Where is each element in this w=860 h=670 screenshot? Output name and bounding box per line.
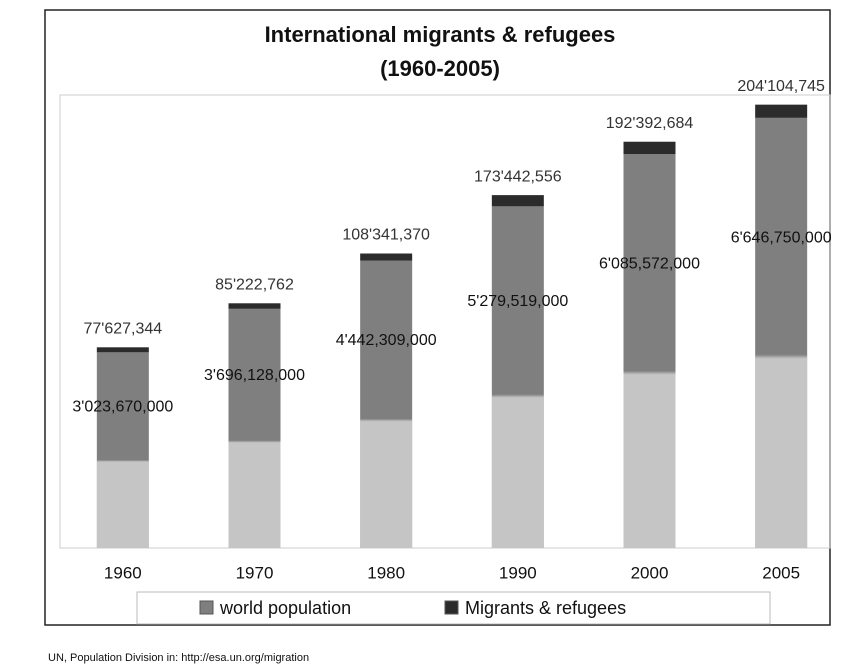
chart-title: International migrants & refugees <box>265 22 616 47</box>
bar-shade <box>755 117 808 548</box>
legend-label: world population <box>219 598 351 618</box>
migrants-label: 108'341,370 <box>342 227 430 244</box>
bar-shade <box>360 260 413 548</box>
x-tick-label: 1980 <box>367 563 405 582</box>
population-label: 5'279,519,000 <box>467 293 568 310</box>
frame <box>44 9 831 626</box>
migrants-label: 77'627,344 <box>83 321 162 338</box>
migrants-label: 173'442,556 <box>474 168 562 185</box>
migrants-label: 192'392,684 <box>606 115 694 132</box>
bar-shade <box>96 352 149 548</box>
migrants-bar <box>755 104 808 118</box>
population-label: 6'646,750,000 <box>731 230 832 247</box>
plot-area <box>59 94 831 549</box>
migrants-label: 85'222,762 <box>215 277 294 294</box>
migrants-bar <box>360 253 413 261</box>
population-label: 6'085,572,000 <box>599 256 700 273</box>
source: UN, Population Division in: http://esa.u… <box>48 652 309 664</box>
legend-swatch <box>444 600 459 615</box>
migrants-bar <box>228 303 281 309</box>
bar-shade <box>491 206 544 548</box>
bar-shade <box>623 154 676 548</box>
migrants-bar <box>623 141 676 155</box>
population-label: 3'696,128,000 <box>204 367 305 384</box>
x-tick-label: 1960 <box>104 563 142 582</box>
legend-label: Migrants & refugees <box>465 598 626 618</box>
x-tick-label: 1990 <box>499 563 537 582</box>
population-label: 4'442,309,000 <box>336 332 437 349</box>
population-label: 3'023,670,000 <box>72 398 173 415</box>
x-tick-label: 2000 <box>631 563 669 582</box>
x-tick-label: 1970 <box>236 563 274 582</box>
migrants-bar <box>491 195 544 207</box>
bar-shade <box>228 308 281 548</box>
migrants-label: 204'104,745 <box>737 78 825 95</box>
chart-subtitle: (1960-2005) <box>380 56 500 81</box>
legend-swatch <box>199 600 214 615</box>
legend-box <box>136 591 771 625</box>
x-tick-label: 2005 <box>762 563 800 582</box>
migrants-bar <box>96 347 149 353</box>
